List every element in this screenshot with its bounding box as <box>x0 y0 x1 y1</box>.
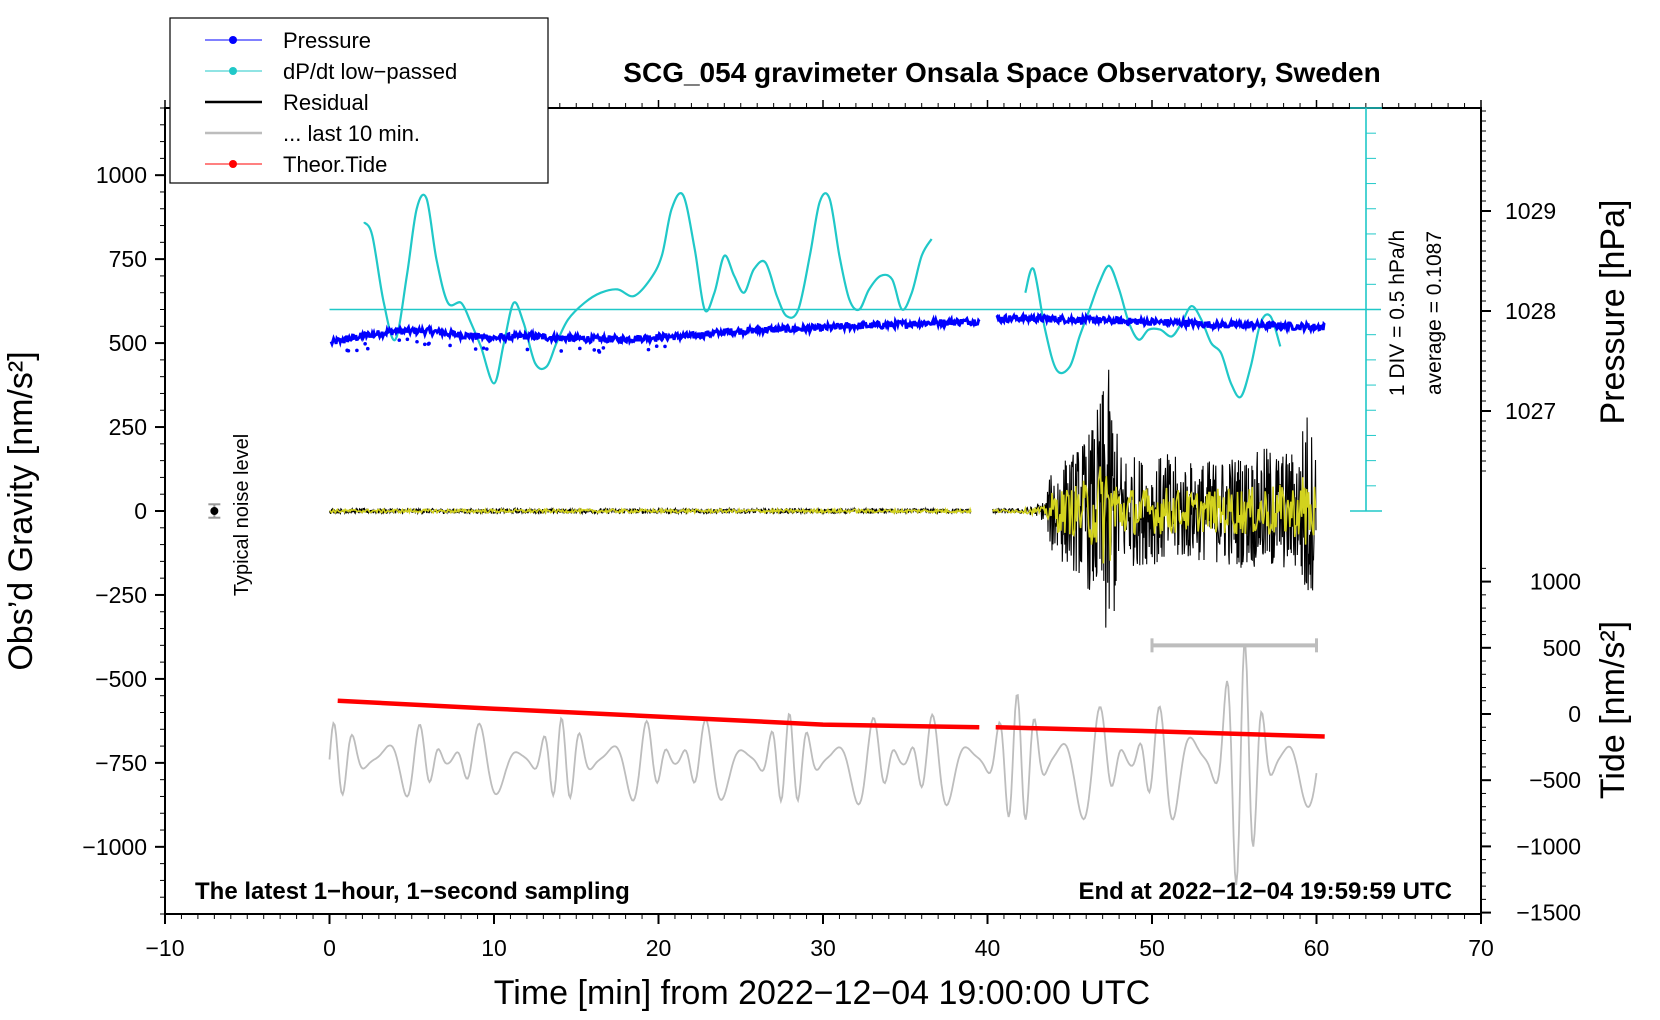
y-tick-label: 1000 <box>96 162 147 188</box>
dpdt-average-label: average = 0.1087 <box>1423 231 1446 395</box>
y-tick-label: 750 <box>109 246 147 272</box>
pressure-outlier-dot <box>481 346 486 350</box>
tide-tick-label: 500 <box>1543 635 1581 661</box>
series-dpdt-segment <box>1024 264 1282 399</box>
y-tick-label: 0 <box>134 498 147 524</box>
legend-label: dP/dt low−passed <box>283 59 457 84</box>
pressure-outlier-dot <box>663 344 667 349</box>
y-tick-label: −250 <box>95 582 147 608</box>
pressure-outlier-dot <box>346 348 351 353</box>
x-tick-label: −10 <box>145 935 184 961</box>
y-tick-label: 250 <box>109 414 147 440</box>
legend-swatch-dot <box>229 67 237 75</box>
chart-title: SCG_054 gravimeter Onsala Space Observat… <box>623 57 1380 88</box>
pressure-line-2 <box>995 310 1326 335</box>
tide-tick-label: −1500 <box>1516 900 1581 926</box>
pressure-tick-label: 1027 <box>1505 398 1556 424</box>
y-tick-label: −500 <box>95 666 147 692</box>
pressure-outlier-dot <box>405 337 410 342</box>
pressure-outlier-dot <box>355 348 359 353</box>
x-axis-title: Time [min] from 2022−12−04 19:00:00 UTC <box>494 974 1150 1012</box>
y-tick-label: −750 <box>95 750 147 776</box>
pressure-outlier-dot <box>426 342 431 346</box>
pressure-outlier-dot <box>578 346 582 351</box>
x-tick-label: 20 <box>646 935 672 961</box>
legend-label: Residual <box>283 90 369 115</box>
dpdt-div-label: 1 DIV = 0.5 hPa/h <box>1386 230 1409 396</box>
noise-marker <box>210 507 219 515</box>
x-tick-label: 50 <box>1139 935 1165 961</box>
legend-swatch-dot <box>229 36 237 44</box>
pressure-outlier-dot <box>601 346 606 350</box>
note-end-time: End at 2022−12−04 19:59:59 UTC <box>1078 878 1452 905</box>
x-tick-label: 0 <box>323 935 336 961</box>
series-pressure <box>329 310 1326 354</box>
pressure-outlier-dot <box>448 343 452 348</box>
pressure-outlier-dot <box>363 342 367 346</box>
pressure-outlier-dot <box>397 338 402 342</box>
series-tide-2 <box>995 724 1325 739</box>
legend-label: Pressure <box>283 28 371 53</box>
x-tick-label: 70 <box>1468 935 1494 961</box>
pressure-outlier-dot <box>559 349 564 353</box>
y-axis-title-left: Obs’d Gravity [nm/s²] <box>2 351 40 670</box>
pressure-tick-label: 1029 <box>1505 198 1556 224</box>
pressure-outlier-dot <box>597 350 602 354</box>
tide-tick-label: 1000 <box>1530 569 1581 595</box>
pressure-outlier-dot <box>365 346 370 351</box>
pressure-outlier-dot <box>646 347 651 352</box>
x-tick-label: 60 <box>1304 935 1330 961</box>
pressure-tick-label: 1028 <box>1505 298 1556 324</box>
legend-swatch-dot <box>229 160 237 168</box>
series-last10 <box>328 644 1318 886</box>
pressure-outlier-dot <box>473 347 478 351</box>
y-axis-title-tide: Tide [nm/s²] <box>1594 621 1632 799</box>
series-tide-1 <box>337 698 980 730</box>
tide-tick-label: −500 <box>1529 767 1581 793</box>
pressure-outlier-dot <box>525 347 530 352</box>
legend-box <box>169 17 549 184</box>
pressure-outlier-dot <box>654 344 659 348</box>
y-tick-label: −1000 <box>82 834 147 860</box>
legend-label: Theor.Tide <box>283 152 387 177</box>
pressure-outlier-dot <box>422 342 427 347</box>
note-latest-hour: The latest 1−hour, 1−second sampling <box>195 878 630 905</box>
y-axis-title-pressure: Pressure [hPa] <box>1594 200 1632 425</box>
pressure-line-1 <box>329 314 981 349</box>
tide-tick-label: −1000 <box>1516 833 1581 859</box>
noise-level-label: Typical noise level <box>231 434 253 596</box>
pressure-outlier-dot <box>485 347 489 351</box>
series-dpdt-segment <box>363 192 933 385</box>
tide-tick-label: 0 <box>1568 701 1581 727</box>
legend: Pressure dP/dt low−passed Residual ... last… <box>169 17 549 184</box>
series-residual-smoothed <box>329 466 1317 564</box>
pressure-outlier-dot <box>592 348 597 352</box>
x-tick-label: 10 <box>481 935 507 961</box>
y-tick-label: 500 <box>109 330 147 356</box>
legend-label: ... last 10 min. <box>283 121 420 146</box>
pressure-outlier-dot <box>415 339 419 344</box>
x-tick-label: 30 <box>810 935 836 961</box>
x-tick-label: 40 <box>975 935 1001 961</box>
